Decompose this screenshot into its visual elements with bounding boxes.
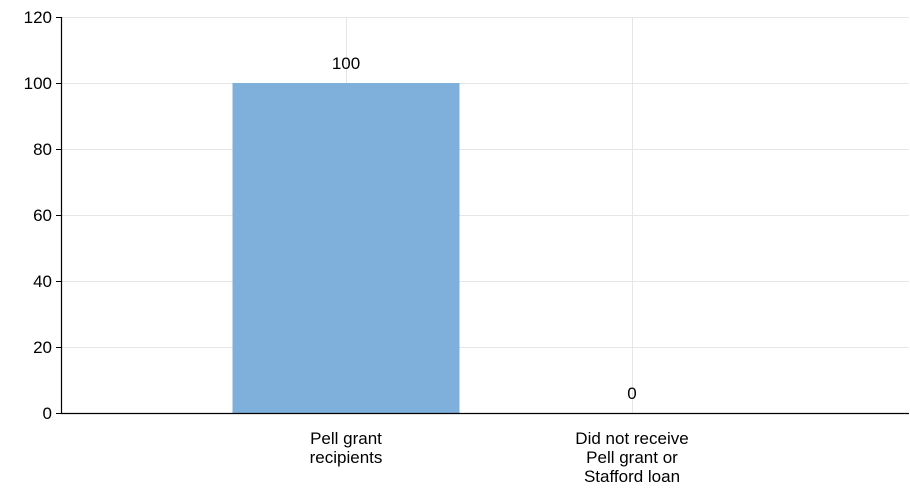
y-axis-ticks: 0 20 40 60 80 100 120	[24, 8, 61, 423]
data-label-1: 0	[627, 384, 636, 403]
axes	[60, 17, 909, 415]
y-tick-label-3: 60	[33, 206, 52, 225]
data-labels: 100 0	[332, 54, 637, 403]
y-tick-label-1: 20	[33, 338, 52, 357]
x-category-label-1: Did not receive Pell grant or Stafford loa…	[575, 429, 688, 486]
y-tick-label-6: 120	[24, 8, 52, 27]
bars	[232, 83, 460, 413]
x-category-label-0: Pell grant recipients	[310, 429, 383, 467]
y-tick-label-0: 0	[43, 404, 52, 423]
bar-0	[232, 83, 460, 413]
gridlines	[61, 17, 909, 413]
y-tick-label-5: 100	[24, 74, 52, 93]
y-tick-label-4: 80	[33, 140, 52, 159]
data-label-0: 100	[332, 54, 360, 73]
x-axis-labels: Pell grant recipients Did not receive Pell …	[310, 429, 689, 486]
y-tick-label-2: 40	[33, 272, 52, 291]
